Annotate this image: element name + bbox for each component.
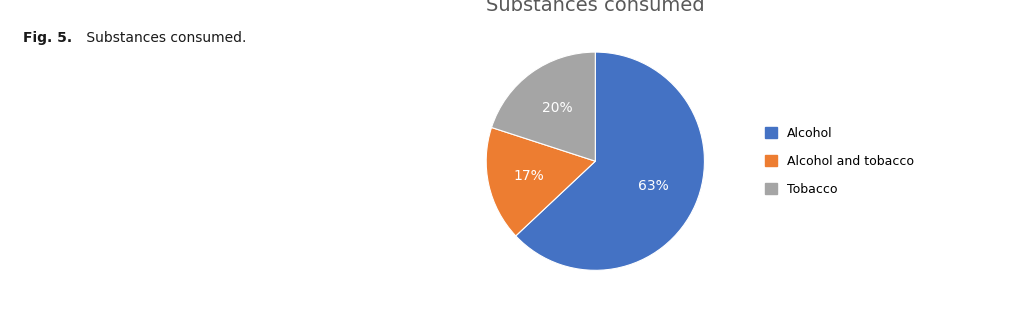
Text: Fig. 5.: Fig. 5. — [23, 30, 73, 45]
Text: 63%: 63% — [638, 179, 669, 193]
Wedge shape — [486, 127, 595, 236]
Text: Substances consumed.: Substances consumed. — [82, 30, 246, 45]
Text: 20%: 20% — [542, 101, 572, 115]
Wedge shape — [491, 52, 595, 161]
Wedge shape — [516, 52, 704, 270]
Title: Substances consumed: Substances consumed — [486, 0, 704, 15]
Text: 17%: 17% — [514, 169, 545, 183]
Legend: Alcohol, Alcohol and tobacco, Tobacco: Alcohol, Alcohol and tobacco, Tobacco — [760, 122, 919, 201]
